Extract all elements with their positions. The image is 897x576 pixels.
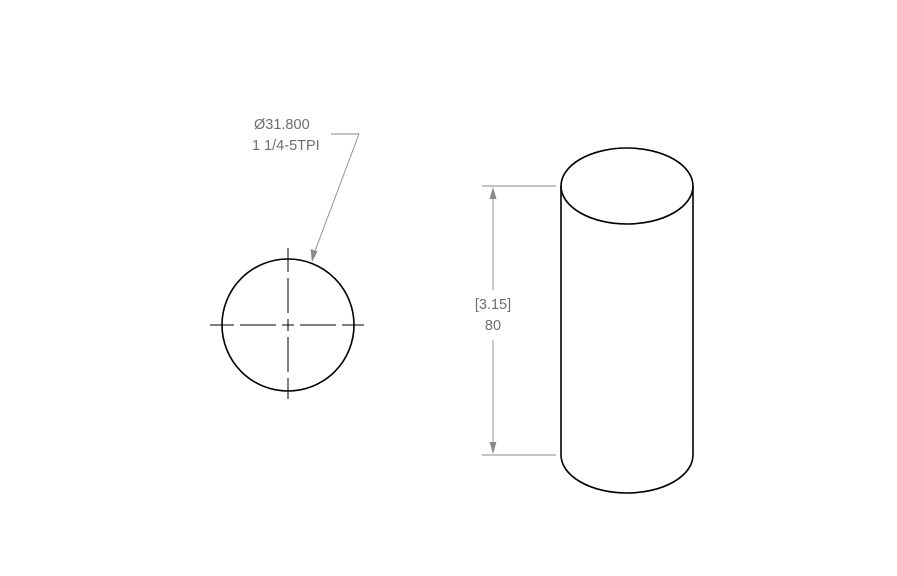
cylinder-view: [560, 147, 694, 494]
diameter-leader-line: [311, 133, 360, 260]
diameter-size-label: Ø31.800: [254, 117, 310, 133]
cylinder-bottom-arc: [560, 454, 694, 494]
dimension-arrowhead-top: [489, 187, 497, 199]
length-inch-label: [3.15]: [475, 297, 511, 313]
dimension-arrowhead-bottom: [489, 442, 497, 454]
thread-spec-label: 1 1/4-5TPI: [252, 138, 320, 154]
center-mark: [210, 248, 364, 399]
end-view: [210, 248, 364, 399]
length-dimension: [3.15] 80: [475, 185, 556, 456]
length-mm-label: 80: [485, 318, 501, 334]
diameter-leader-arrowhead: [310, 249, 318, 262]
diameter-callout: Ø31.800 1 1/4-5TPI: [252, 117, 360, 262]
cylinder-top-ellipse: [560, 147, 694, 225]
